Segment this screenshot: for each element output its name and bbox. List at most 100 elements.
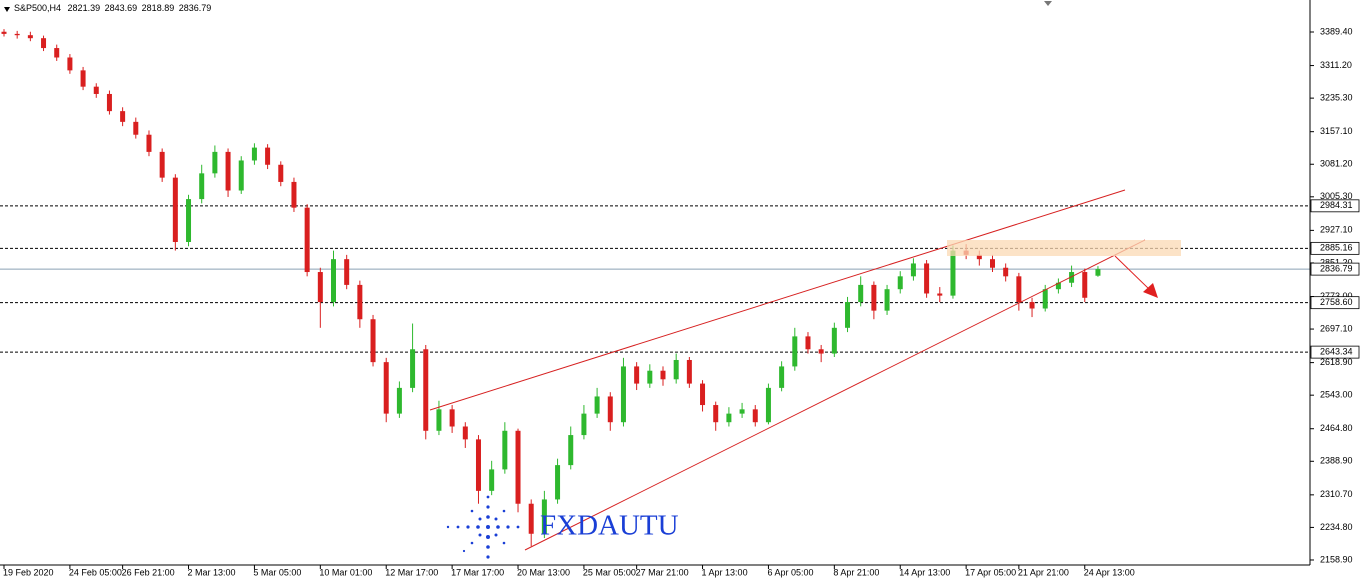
x-tick-label: 21 Apr 21:00 [1018, 567, 1069, 577]
header-close: 2836.79 [179, 3, 212, 13]
scroll-marker [1044, 1, 1052, 6]
candle-body [805, 336, 811, 350]
candle-body [436, 409, 442, 431]
symbol: S&P500,H4 [14, 3, 61, 13]
candle-body [199, 173, 205, 200]
x-tick-label: 6 Apr 05:00 [767, 567, 813, 577]
candle-body [146, 134, 152, 152]
candle-body [726, 413, 732, 423]
resistance-zone [947, 240, 1181, 256]
candle-body [133, 121, 139, 135]
candle-body [924, 263, 930, 294]
candle-body [67, 57, 73, 71]
candle-body [186, 199, 192, 242]
x-tick-label: 1 Apr 13:00 [702, 567, 748, 577]
candle-body [752, 409, 758, 423]
level-line-label: 2643.34 [1320, 346, 1353, 356]
x-tick-label: 17 Apr 05:00 [965, 567, 1016, 577]
watermark: FXDAUTU [540, 510, 679, 542]
y-tick-label: 2310.70 [1320, 489, 1353, 499]
candle-body [950, 250, 956, 296]
candle-body [792, 336, 798, 367]
candle-body [27, 35, 33, 39]
y-tick-label: 2234.80 [1320, 522, 1353, 532]
level-line-box [1310, 199, 1360, 213]
candle-body [54, 48, 60, 58]
candle-body [818, 349, 824, 354]
x-tick-label: 2 Mar 13:00 [188, 567, 236, 577]
candle-body [884, 289, 890, 311]
candle-body [541, 499, 547, 534]
candle-body [634, 366, 640, 384]
candle-body [80, 70, 86, 87]
level-line-label: 2758.60 [1320, 297, 1353, 307]
x-tick-label: 5 Mar 05:00 [253, 567, 301, 577]
candle-body [159, 151, 165, 178]
candle-body [396, 387, 402, 414]
candle-body [370, 319, 376, 363]
candle-body [93, 86, 99, 94]
y-tick-label: 2851.20 [1320, 257, 1353, 267]
candle-body [1082, 272, 1088, 298]
header-high: 2843.69 [105, 3, 138, 13]
candle-body [568, 435, 574, 466]
candle-body [779, 366, 785, 388]
y-tick-label: 2697.10 [1320, 323, 1353, 333]
candle-body [1042, 289, 1048, 309]
candle-body [660, 370, 666, 380]
candle-body [357, 284, 363, 320]
candle-body [41, 38, 47, 49]
candle-body [462, 426, 468, 440]
y-tick-label: 3389.40 [1320, 26, 1353, 36]
y-tick-label: 2158.90 [1320, 554, 1353, 564]
candle-body [14, 33, 20, 36]
x-tick-label: 10 Mar 01:00 [319, 567, 372, 577]
candle-body [555, 465, 561, 500]
x-tick-label: 12 Mar 17:00 [385, 567, 438, 577]
level-line-box [1310, 345, 1360, 359]
candle-body [449, 409, 455, 427]
x-tick-label: 24 Feb 05:00 [69, 567, 122, 577]
candle-body [265, 147, 271, 165]
candle-body [1095, 269, 1101, 276]
candle-body [686, 359, 692, 384]
last-price-line-box [1310, 262, 1360, 276]
candle-body [331, 259, 336, 303]
candle-body [581, 413, 587, 436]
candle-body [238, 160, 244, 191]
level-line-label: 2885.16 [1320, 243, 1353, 253]
candle-body [910, 263, 916, 277]
candle-body [1016, 276, 1022, 303]
y-tick-label: 2927.10 [1320, 225, 1353, 235]
candle-body [871, 284, 877, 311]
candle-body [990, 259, 995, 268]
header-low: 2818.89 [142, 3, 175, 13]
candle-body [858, 284, 864, 303]
candle-body [1069, 272, 1075, 283]
arrow-head [1143, 283, 1158, 298]
candle-body [713, 405, 719, 423]
candle-body [528, 503, 534, 534]
candle-body [423, 349, 429, 431]
candle-body [765, 387, 771, 423]
x-tick-label: 25 Mar 05:00 [583, 567, 636, 577]
candle-body [831, 327, 837, 354]
candle-body [937, 293, 943, 296]
trend-line-lower [524, 239, 1146, 551]
x-tick-label: 20 Mar 13:00 [517, 567, 570, 577]
candle-body [845, 302, 851, 328]
candle-body [172, 177, 178, 242]
candle-body [1029, 302, 1035, 309]
candle-body [106, 93, 112, 112]
x-tick-label: 27 Mar 21:00 [636, 567, 689, 577]
candle-body [489, 469, 495, 491]
candles [1, 29, 1101, 547]
candle-body [1, 31, 7, 34]
candle-body [317, 272, 323, 303]
candle-body [502, 430, 508, 470]
candle-body [594, 396, 600, 414]
candle-body [344, 259, 350, 285]
y-tick-label: 2773.00 [1320, 291, 1353, 301]
